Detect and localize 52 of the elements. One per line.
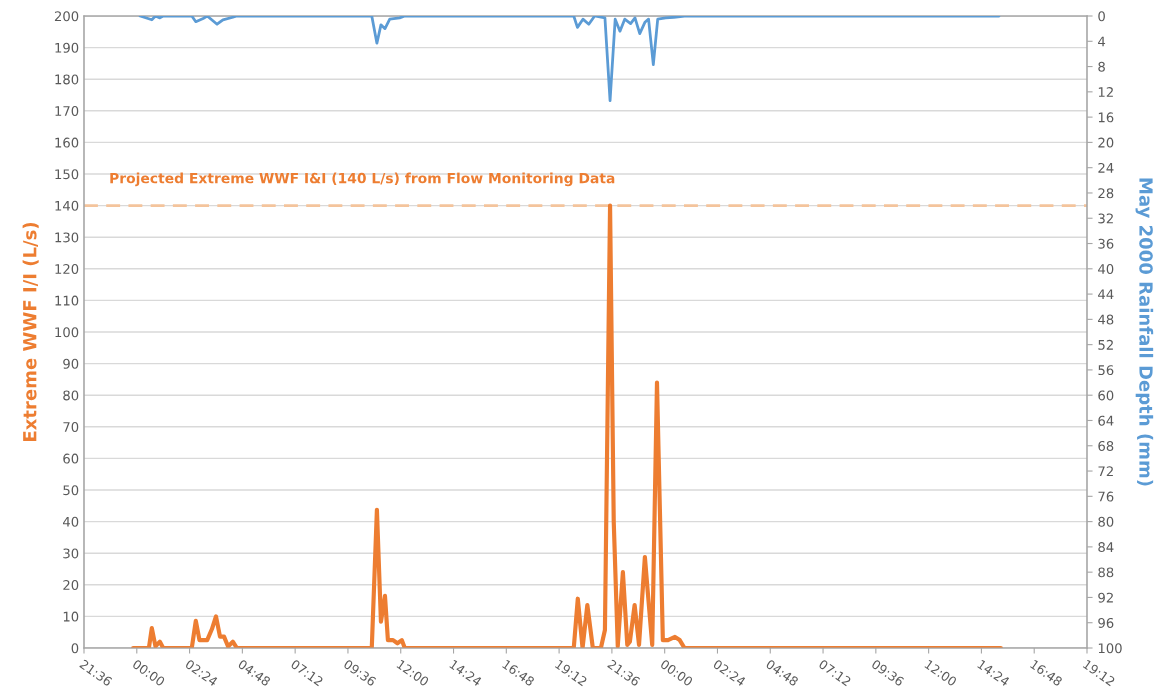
y-tick-label: 90	[63, 358, 79, 369]
line-series	[138, 16, 1001, 103]
y2-tick-label: 56	[1098, 365, 1114, 376]
y-tick-label: 60	[63, 453, 79, 464]
y-tick-label: 110	[55, 295, 79, 306]
y-tick-label: 160	[55, 137, 79, 148]
y2-tick-label: 100	[1098, 643, 1122, 654]
y2-tick-label: 68	[1098, 440, 1114, 451]
y2-tick-label: 48	[1098, 314, 1114, 325]
y2-axis-title: May 2000 Rainfall Depth (mm)	[1135, 178, 1154, 486]
y2-tick-label: 20	[1098, 137, 1114, 148]
y2-tick-label: 12	[1098, 87, 1113, 97]
y-tick-label: 120	[55, 264, 79, 274]
y2-tick-label: 72	[1098, 466, 1113, 477]
y-tick-label: 150	[55, 169, 79, 180]
y-tick-label: 180	[55, 74, 79, 85]
line-series	[131, 203, 1003, 648]
y2-tick-label: 52	[1098, 339, 1113, 350]
y2-tick-label: 8	[1098, 61, 1105, 72]
y-tick-label: 10	[63, 611, 79, 622]
y2-tick-label: 4	[1098, 36, 1106, 47]
y-tick-label: 140	[55, 200, 79, 211]
y2-tick-label: 24	[1098, 162, 1114, 173]
y2-tick-label: 88	[1098, 567, 1114, 578]
y2-tick-label: 44	[1098, 289, 1114, 300]
y2-tick-label: 84	[1098, 542, 1114, 553]
y2-tick-label: 40	[1098, 264, 1114, 274]
y-tick-label: 50	[63, 485, 79, 496]
y2-tick-label: 32	[1098, 213, 1113, 224]
y-tick-label: 20	[63, 580, 79, 590]
y-tick-label: 130	[55, 232, 79, 243]
y-tick-label: 100	[55, 327, 79, 338]
y-axis-title: Extreme WWF I/I (L/s)	[22, 222, 39, 441]
y-tick-label: 200	[54, 11, 79, 22]
y-tick-label: 40	[62, 516, 79, 527]
y2-tick-label: 36	[1098, 238, 1114, 249]
y-tick-label: 80	[63, 390, 79, 401]
y2-tick-label: 60	[1098, 390, 1114, 401]
y2-tick-label: 76	[1098, 491, 1114, 502]
y2-tick-label: 16	[1098, 112, 1114, 123]
y2-tick-label: 64	[1098, 415, 1114, 426]
y2-tick-label: 96	[1098, 617, 1114, 628]
y2-tick-label: 92	[1098, 592, 1113, 603]
y2-tick-label: 28	[1098, 188, 1114, 199]
y-tick-label: 0	[71, 643, 79, 654]
y2-tick-label: 0	[1098, 11, 1105, 22]
y-tick-label: 70	[63, 422, 79, 432]
y2-tick-label: 80	[1098, 516, 1114, 527]
y-tick-label: 190	[55, 42, 79, 53]
y-tick-label: 170	[55, 106, 79, 116]
y-tick-label: 30	[63, 548, 79, 559]
ref-line-label: Projected Extreme WWF I&I (140 L/s) from Flow Monitoring Data	[110, 172, 615, 187]
